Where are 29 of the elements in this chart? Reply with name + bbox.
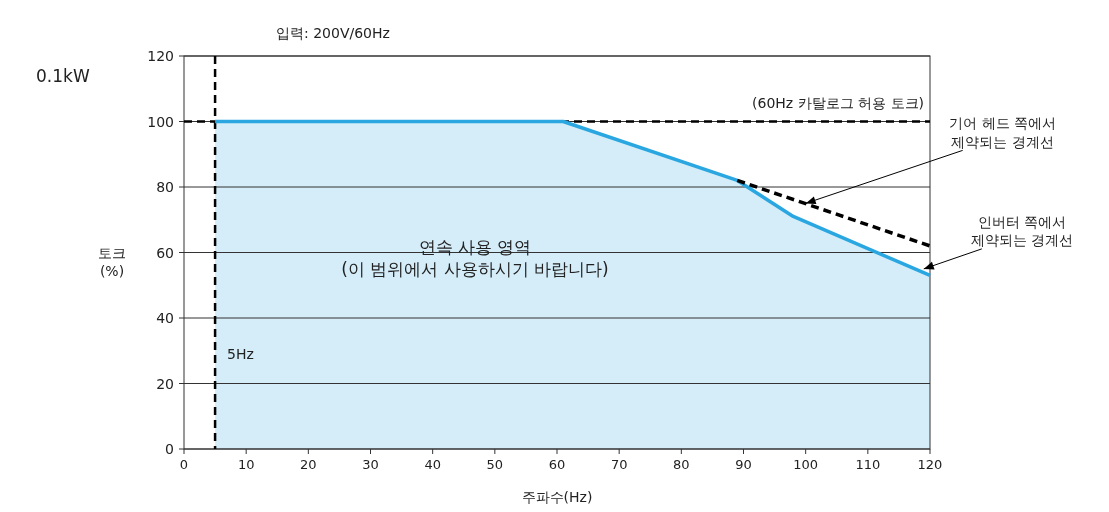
annotation: 연속 사용 영역 (이 범위에서 사용하시기 바랍니다) xyxy=(341,236,609,279)
text: 0.1kW xyxy=(36,66,90,86)
x-tick-label: 60 xyxy=(548,457,566,472)
x-axis-title: 주파수(Hz) xyxy=(521,489,593,505)
y-axis-title: 토크 (%) xyxy=(98,245,126,280)
y-tick-label: 40 xyxy=(156,310,174,326)
x-tick-label: 80 xyxy=(673,457,690,472)
x-tick-label: 70 xyxy=(610,457,628,472)
ref-line-label: 5Hz xyxy=(227,345,254,362)
y-tick-label: 120 xyxy=(147,48,174,64)
chart-subtitle: 입력: 200V/60Hz xyxy=(276,25,390,41)
x-tick-label: 40 xyxy=(424,457,441,472)
x-tick-label: 120 xyxy=(917,457,943,472)
y-tick-label: 60 xyxy=(156,244,174,261)
y-tick-label: 80 xyxy=(156,179,174,195)
x-tick-label: 30 xyxy=(362,457,379,472)
y-tick-label: 0 xyxy=(165,441,174,457)
y-tick-label: 20 xyxy=(156,375,174,392)
x-tick-label: 110 xyxy=(855,457,881,472)
x-tick-label: 20 xyxy=(300,457,317,472)
x-tick-label: 90 xyxy=(735,457,752,472)
x-tick-label: 0 xyxy=(179,457,189,472)
annotation: 인버터 쪽에서 제약되는 경계선 xyxy=(970,213,1074,249)
ref-line-label: (60Hz 카탈로그 허용 토크) xyxy=(752,94,924,111)
y-tick-label: 100 xyxy=(147,113,174,130)
x-tick-label: 10 xyxy=(237,457,255,472)
annotation: 기어 헤드 쪽에서 제약되는 경계선 xyxy=(949,115,1057,150)
x-tick-label: 50 xyxy=(486,457,504,472)
x-tick-label: 100 xyxy=(793,457,819,472)
